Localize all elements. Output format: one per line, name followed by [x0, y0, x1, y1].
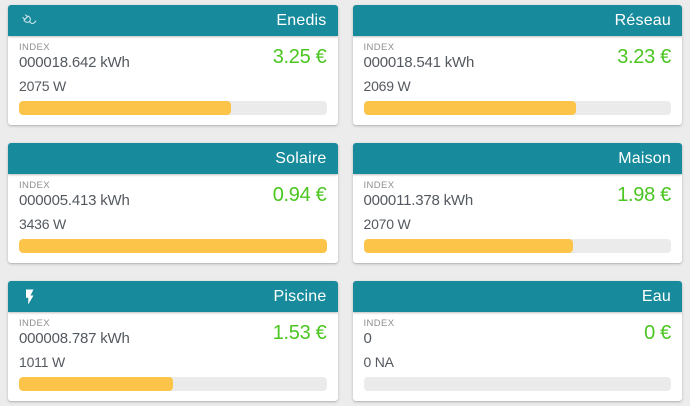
card-eau-content: INDEX 0 0 € 0 NA — [353, 312, 683, 392]
index-value: 000018.642 kWh — [19, 53, 130, 71]
card-piscine-content: INDEX 000008.787 kWh 1.53 € 1011 W — [8, 312, 338, 392]
card-enedis-header: Enedis — [8, 5, 338, 36]
power-value: 2070 W — [363, 216, 411, 233]
power-value: 2075 W — [19, 78, 67, 95]
card-eau-header: Eau — [352, 281, 682, 312]
index-value: 0 — [363, 329, 372, 347]
price-value: 0 € — [644, 321, 671, 344]
card-reseau-content: INDEX 000018.541 kWh 3.23 € 2069 W — [353, 36, 683, 116]
power-bar-fill — [363, 101, 576, 116]
power-bar-fill — [19, 239, 327, 254]
price-value: 3.25 € — [272, 45, 327, 68]
power-value: 2069 W — [363, 78, 411, 95]
index-label: INDEX — [363, 42, 395, 53]
card-title: Maison — [618, 149, 671, 167]
power-bar — [19, 239, 327, 254]
index-value: 000005.413 kWh — [19, 191, 130, 209]
power-value: 0 NA — [363, 354, 395, 371]
index-label: INDEX — [19, 318, 51, 329]
price-value: 0.94 € — [272, 183, 327, 206]
power-bar — [363, 239, 671, 254]
card-solaire-content: INDEX 000005.413 kWh 0.94 € 3436 W — [8, 174, 338, 254]
card-enedis[interactable]: Enedis INDEX 000018.642 kWh 3.25 € 2075 … — [8, 5, 338, 125]
price-value: 3.23 € — [617, 45, 671, 68]
power-bar-fill — [19, 101, 232, 116]
card-title: Réseau — [614, 11, 671, 29]
card-maison-content: INDEX 000011.378 kWh 1.98 € 2070 W — [353, 174, 683, 254]
card-reseau[interactable]: Réseau INDEX 000018.541 kWh 3.23 € 2069 … — [352, 5, 683, 125]
index-value: 000008.787 kWh — [19, 329, 130, 347]
card-piscine[interactable]: Piscine INDEX 000008.787 kWh 1.53 € 1011… — [8, 281, 338, 401]
lightning-bolt-icon — [19, 287, 39, 307]
card-title: Solaire — [275, 149, 327, 167]
card-piscine-header: Piscine — [8, 281, 338, 312]
power-bar — [363, 101, 671, 116]
card-solaire-header: Solaire — [8, 143, 338, 174]
card-eau[interactable]: Eau INDEX 0 0 € 0 NA — [352, 281, 683, 401]
power-value: 3436 W — [19, 216, 67, 233]
card-title: Enedis — [276, 11, 327, 29]
card-maison-header: Maison — [352, 143, 682, 174]
card-solaire[interactable]: Solaire INDEX 000005.413 kWh 0.94 € 3436… — [8, 143, 338, 263]
price-value: 1.98 € — [617, 183, 671, 206]
power-value: 1011 W — [19, 354, 66, 371]
card-title: Piscine — [273, 287, 327, 305]
card-enedis-content: INDEX 000018.642 kWh 3.25 € 2075 W — [8, 36, 338, 116]
price-value: 1.53 € — [272, 321, 327, 344]
index-label: INDEX — [19, 180, 51, 191]
power-bar-fill — [363, 239, 573, 254]
index-value: 000018.541 kWh — [363, 53, 475, 71]
index-label: INDEX — [363, 318, 395, 329]
card-reseau-header: Réseau — [352, 5, 682, 36]
index-label: INDEX — [19, 42, 51, 53]
index-value: 000011.378 kWh — [363, 191, 474, 209]
card-title: Eau — [641, 287, 671, 305]
power-bar — [19, 377, 327, 392]
card-maison[interactable]: Maison INDEX 000011.378 kWh 1.98 € 2070 … — [352, 143, 683, 263]
power-bar — [363, 377, 671, 392]
power-bar — [19, 101, 327, 116]
power-plug-icon — [19, 11, 39, 31]
power-bar-fill — [19, 377, 173, 392]
index-label: INDEX — [363, 180, 395, 191]
